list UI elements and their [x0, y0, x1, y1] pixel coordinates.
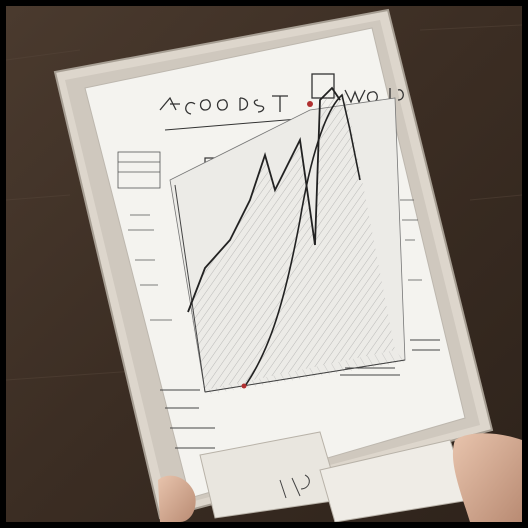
hand-right [452, 433, 522, 522]
hand-left [158, 475, 196, 522]
axis-band [205, 350, 405, 394]
sketch-line [244, 93, 361, 387]
y-axis [174, 184, 206, 393]
red-dot [307, 101, 313, 107]
sheet-scribble [279, 474, 310, 499]
x-axis [204, 359, 406, 393]
hatched-region [190, 92, 395, 390]
side-notes [117, 151, 422, 321]
sketch-line [187, 86, 341, 313]
bottom-notes [160, 339, 440, 449]
red-dot [241, 383, 247, 389]
rule [164, 117, 311, 131]
